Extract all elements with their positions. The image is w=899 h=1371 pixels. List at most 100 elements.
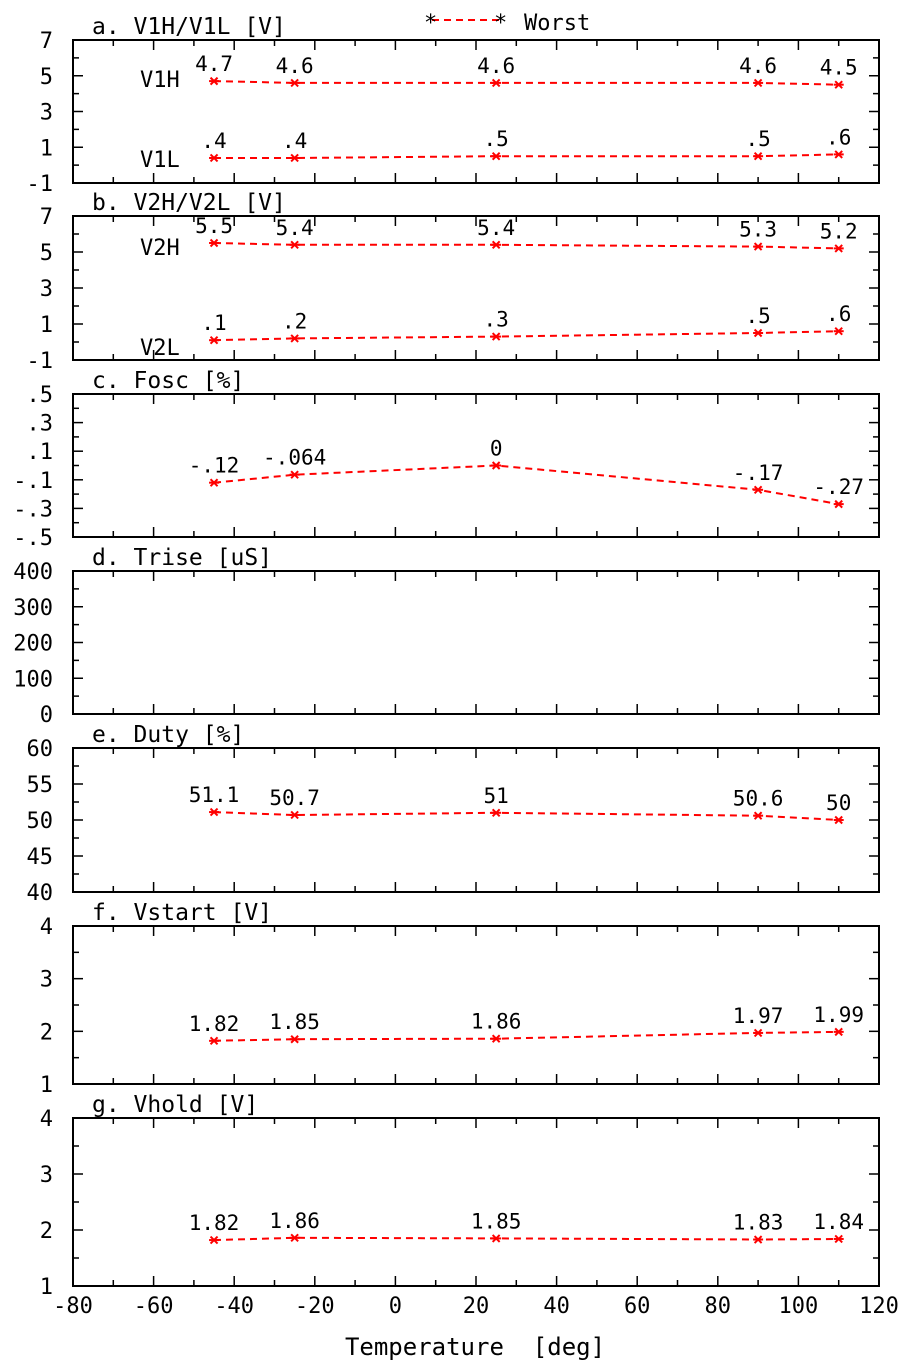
y-tick-label: 3 (40, 101, 53, 126)
series-line (214, 153, 839, 159)
data-point (833, 80, 844, 89)
y-tick-label: 4 (40, 1107, 53, 1132)
data-label: .3 (484, 308, 509, 332)
panel-title: e. Duty [%] (92, 722, 244, 748)
data-label: .1 (201, 311, 226, 335)
data-label: .6 (826, 302, 851, 326)
panel-title: c. Fosc [%] (92, 368, 244, 394)
data-label: 1.82 (189, 1012, 240, 1036)
data-label: 1.82 (189, 1211, 240, 1235)
data-point (491, 332, 502, 341)
data-point (833, 244, 844, 253)
marker-stroke (290, 78, 299, 88)
series-1: .1 .2 .3 .5 .6 V2L (140, 302, 851, 361)
panel-title: b. V2H/V2L [V] (92, 190, 286, 216)
panel-title: f. Vstart [V] (92, 900, 272, 926)
y-tick-label: 2 (40, 1219, 53, 1244)
data-point (491, 151, 502, 161)
data-label: 50.7 (269, 786, 320, 810)
legend-marker-left: * (424, 11, 437, 36)
data-point (833, 326, 844, 336)
marker-stroke (290, 1035, 299, 1044)
marker-stroke (753, 1028, 763, 1038)
panel-title: g. Vhold [V] (92, 1092, 258, 1118)
marker-stroke (834, 80, 843, 89)
marker-stroke (834, 815, 843, 825)
marker-stroke (491, 240, 501, 250)
panel-frame (72, 570, 880, 715)
series-0: 51.1 50.7 51 50.6 50 (189, 783, 851, 825)
data-point (753, 1028, 764, 1038)
marker-stroke (209, 1235, 219, 1245)
y-tick-label: 40 (27, 881, 54, 906)
marker-stroke (834, 1027, 843, 1037)
data-point (209, 238, 220, 248)
marker-stroke (290, 334, 299, 343)
data-point (209, 76, 220, 86)
data-label: 1.84 (813, 1210, 864, 1234)
marker-stroke (753, 328, 763, 338)
data-point (491, 461, 502, 470)
data-label: 50.6 (733, 787, 784, 811)
data-label: 4.6 (739, 54, 777, 78)
y-tick-label: -.1 (13, 469, 53, 494)
data-point (289, 470, 300, 479)
legend-marker-right: * (494, 11, 507, 36)
panel-5: 4 3 2 1 f. Vstart [V] 1.82 1.85 1.86 1.97 1.99 (40, 900, 880, 1098)
data-label: -.17 (733, 461, 784, 485)
y-tick-label: 3 (40, 968, 53, 993)
y-tick-label: 55 (27, 773, 54, 798)
x-tick-label: 100 (779, 1294, 819, 1319)
series-name: V1L (140, 148, 180, 173)
y-tick-label: 1 (40, 1073, 53, 1098)
y-tick-label: -1 (27, 172, 54, 197)
series-line (213, 80, 839, 86)
data-point (209, 807, 220, 817)
data-point (289, 810, 300, 820)
marker-stroke (834, 499, 843, 509)
panel-6: 4 3 2 1 g. Vhold [V] 1.82 1.86 1.85 1.83 1.84 (40, 1092, 880, 1300)
data-point (753, 328, 764, 338)
panel-0: 7 5 3 1 -1 a. V1H/V1L [V] 4.7 4.6 4.6 4.6 4.5 V1H .4… (27, 14, 880, 197)
x-tick-label: -60 (134, 1294, 174, 1319)
y-tick-label: 60 (27, 737, 54, 762)
x-tick-label: 0 (389, 1294, 402, 1319)
series-line (213, 811, 839, 821)
marker-stroke (753, 242, 763, 251)
data-point (289, 78, 300, 88)
legend: * * Worst (424, 11, 590, 36)
y-tick-label: 7 (40, 205, 53, 230)
marker-stroke (209, 76, 219, 86)
data-label: .2 (282, 309, 307, 333)
data-point (753, 811, 764, 820)
legend-label: Worst (524, 11, 590, 36)
panel-title: a. V1H/V1L [V] (92, 14, 286, 40)
y-tick-label: 3 (40, 277, 53, 302)
panel-title: d. Trise [uS] (92, 545, 272, 571)
data-point (833, 150, 844, 159)
data-point (209, 335, 220, 345)
marker-stroke (209, 238, 219, 248)
y-tick-label: .1 (27, 440, 54, 465)
y-tick-label: 5 (40, 241, 53, 266)
y-tick-label: 1 (40, 313, 53, 338)
data-point (833, 815, 844, 825)
x-tick-label: -20 (295, 1294, 335, 1319)
x-axis: -80 -60 -40 -20 0 20 40 60 80 100 120 (53, 1294, 899, 1319)
data-label: 50 (826, 791, 851, 815)
series-name: V2L (140, 336, 180, 361)
marker-stroke (834, 326, 843, 336)
data-point (491, 240, 502, 250)
y-tick-label: 0 (40, 703, 53, 728)
data-label: .5 (745, 127, 770, 151)
marker-stroke (290, 240, 299, 250)
series-line (213, 242, 839, 250)
y-tick-label: 45 (27, 845, 54, 870)
x-tick-label: -80 (53, 1294, 93, 1319)
y-tick-label: 4 (40, 915, 53, 940)
panel-frame (72, 747, 880, 893)
series-0: 4.7 4.6 4.6 4.6 4.5 V1H (140, 52, 858, 93)
data-point (833, 1234, 844, 1244)
data-label: 4.6 (477, 54, 515, 78)
